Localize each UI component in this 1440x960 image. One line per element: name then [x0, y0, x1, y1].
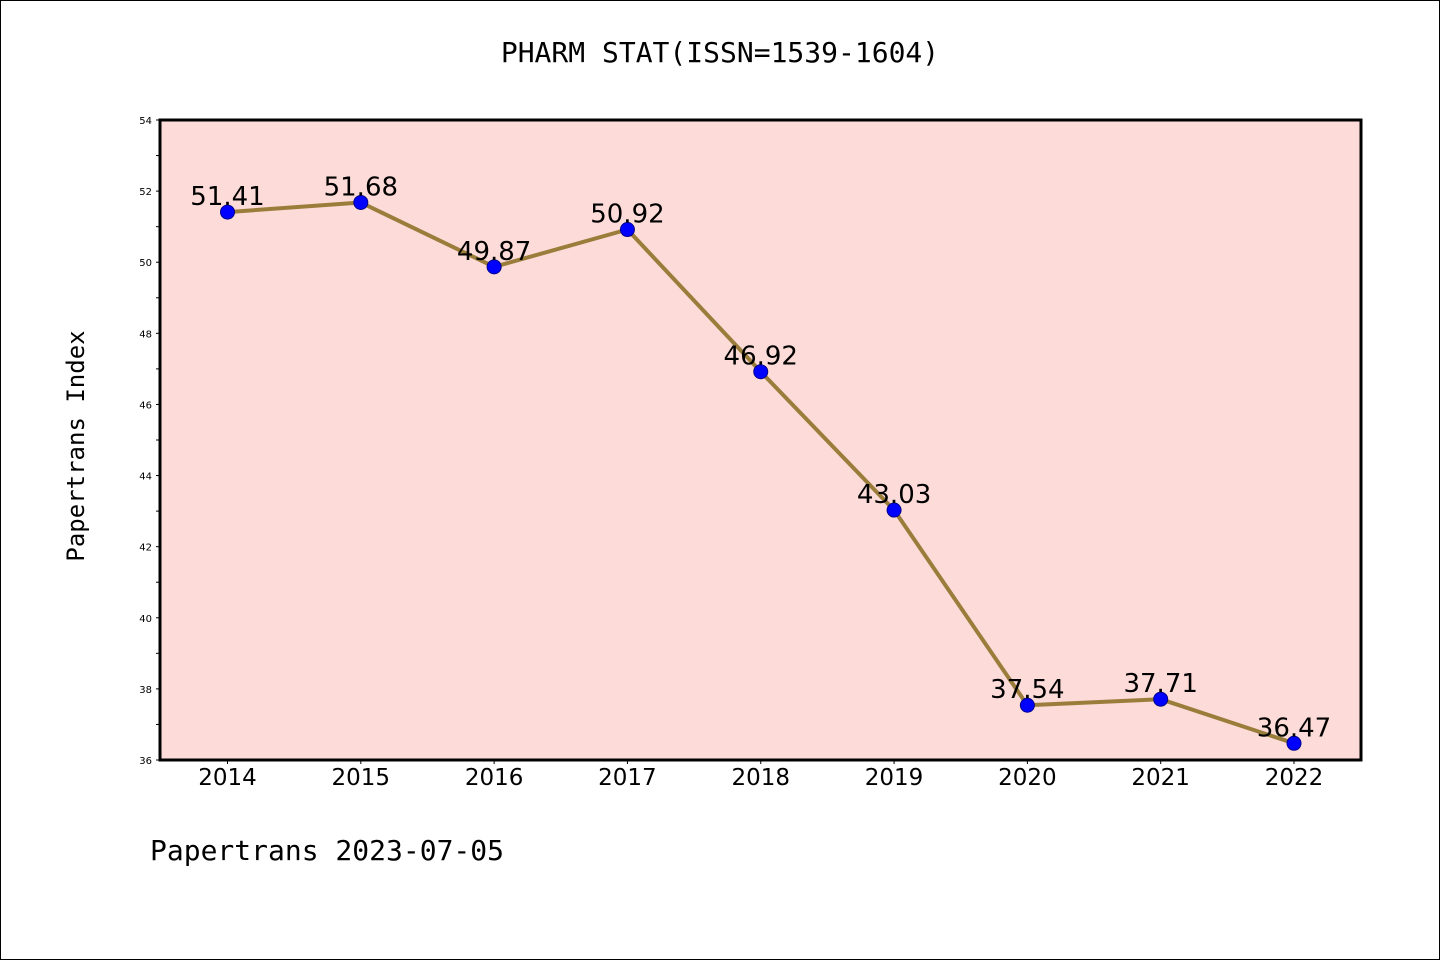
data-point — [220, 204, 235, 220]
y-tick-label: 46 — [139, 400, 152, 411]
footer-note: Papertrans 2023-07-05 — [150, 834, 505, 867]
data-label: 51.68 — [324, 172, 398, 202]
data-point — [1286, 735, 1302, 751]
data-label: 36.47 — [1257, 713, 1331, 743]
data-label: 49.87 — [457, 237, 531, 267]
x-tick-label: 2020 — [998, 765, 1057, 791]
data-labels: 51.41 51.68 49.87 50.92 46.92 43.03 37.54 37.71… — [190, 172, 1331, 743]
data-label: 37.71 — [1123, 669, 1197, 699]
y-tick-label: 38 — [139, 685, 152, 696]
y-tick-label: 54 — [139, 116, 152, 127]
x-tick-label: 2015 — [332, 765, 391, 791]
y-tick-label: 44 — [139, 472, 152, 483]
chart-title: PHARM STAT(ISSN=1539-1604) — [500, 36, 940, 69]
y-tick-label: 40 — [139, 614, 152, 625]
data-label: 46.92 — [724, 342, 798, 372]
x-tick-label: 2014 — [198, 765, 257, 791]
x-axis-ticks: 2014 2015 2016 2017 2018 2019 2020 2021 2022 — [198, 760, 1323, 791]
data-point — [886, 502, 902, 518]
y-tick-label: 50 — [139, 258, 152, 269]
plot-area — [158, 118, 1363, 762]
data-point — [1019, 697, 1035, 713]
data-label: 51.41 — [190, 182, 264, 212]
data-point — [619, 222, 635, 238]
y-tick-label: 36 — [139, 756, 152, 767]
data-label: 37.54 — [990, 675, 1064, 705]
y-tick-label: 48 — [139, 329, 152, 340]
x-tick-label: 2017 — [598, 765, 657, 791]
y-tick-label: 52 — [139, 187, 152, 198]
data-point — [353, 194, 369, 210]
data-points — [220, 194, 1302, 751]
data-point — [486, 259, 502, 275]
x-tick-label: 2016 — [465, 765, 524, 791]
x-tick-label: 2021 — [1131, 765, 1190, 791]
data-label: 50.92 — [590, 200, 664, 230]
data-point — [753, 364, 769, 380]
x-tick-label: 2019 — [865, 765, 924, 791]
x-tick-label: 2022 — [1265, 765, 1324, 791]
data-point — [1153, 691, 1169, 707]
data-label: 43.03 — [857, 480, 931, 510]
y-axis-ticks: 36 38 40 42 44 46 48 50 52 54 — [139, 116, 160, 767]
y-tick-label: 42 — [139, 543, 152, 554]
x-tick-label: 2018 — [731, 765, 790, 791]
